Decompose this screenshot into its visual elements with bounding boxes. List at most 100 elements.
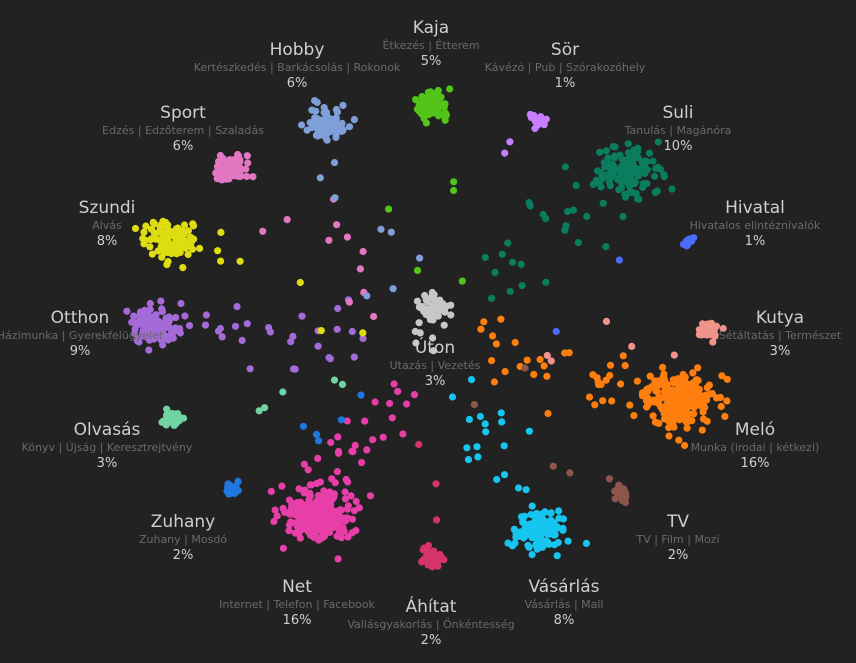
dot-point bbox=[547, 357, 555, 365]
activity-subtitle: Zuhany | Mosdó bbox=[138, 533, 228, 546]
dot-point bbox=[542, 215, 550, 223]
dot-point bbox=[606, 371, 614, 380]
activity-subtitle: Munka (irodai | kétkezi) bbox=[690, 441, 820, 454]
dot-point bbox=[366, 492, 374, 500]
dot-point bbox=[497, 315, 505, 323]
dot-point bbox=[224, 480, 232, 488]
dot-point bbox=[218, 333, 226, 341]
dot-point bbox=[723, 375, 731, 383]
dot-point bbox=[292, 499, 300, 507]
dot-point bbox=[631, 178, 640, 186]
dot-point bbox=[504, 539, 512, 547]
dot-point bbox=[158, 305, 166, 313]
dot-point bbox=[319, 492, 327, 500]
dot-point bbox=[572, 181, 580, 190]
dot-point bbox=[684, 237, 692, 245]
dot-point bbox=[675, 393, 683, 401]
dot-point bbox=[440, 111, 448, 120]
dot-point bbox=[279, 544, 287, 552]
dot-point bbox=[291, 509, 299, 517]
dot-point bbox=[585, 393, 594, 401]
dot-point bbox=[691, 393, 699, 401]
dot-point bbox=[429, 334, 437, 342]
dot-point bbox=[481, 420, 489, 428]
dot-point bbox=[341, 495, 349, 503]
dot-point bbox=[489, 332, 497, 340]
dot-point bbox=[447, 311, 455, 319]
dot-point bbox=[341, 488, 349, 496]
dot-point bbox=[298, 121, 306, 129]
dot-point bbox=[148, 250, 156, 258]
dot-point bbox=[536, 531, 544, 540]
dot-point bbox=[521, 523, 530, 531]
dot-point bbox=[532, 509, 541, 518]
cluster-11 bbox=[158, 376, 347, 429]
dot-point bbox=[422, 119, 430, 127]
cluster-10 bbox=[223, 391, 365, 498]
cluster-15 bbox=[298, 97, 424, 300]
dot-point bbox=[606, 182, 615, 190]
dot-point bbox=[645, 149, 654, 157]
dot-point bbox=[605, 475, 614, 483]
cluster-13 bbox=[131, 217, 367, 337]
activity-name: Kaja bbox=[412, 18, 450, 38]
activity-label-9: Net Internet | Telefon | Facebook 16% bbox=[219, 577, 375, 630]
dot-point bbox=[527, 510, 535, 519]
dot-point bbox=[467, 376, 476, 384]
dot-point bbox=[172, 313, 180, 322]
dot-point bbox=[160, 240, 168, 248]
dot-point bbox=[179, 264, 187, 272]
dot-point bbox=[370, 312, 378, 321]
activity-label-11: Olvasás Könyv | Újság | Keresztrejtvény 3% bbox=[22, 420, 193, 473]
dot-point bbox=[681, 441, 689, 450]
dot-point bbox=[429, 316, 437, 324]
dot-point bbox=[689, 369, 697, 377]
dot-point bbox=[511, 539, 519, 547]
dot-point bbox=[285, 521, 293, 529]
dot-point bbox=[369, 436, 377, 444]
dot-point bbox=[371, 398, 379, 406]
dot-point bbox=[639, 183, 647, 192]
dot-point bbox=[413, 266, 422, 274]
dot-point bbox=[464, 456, 473, 464]
dot-point bbox=[214, 247, 222, 255]
dot-point bbox=[202, 311, 210, 319]
dot-point bbox=[326, 355, 334, 363]
dot-point bbox=[418, 92, 426, 101]
dot-point bbox=[140, 240, 148, 248]
dot-point bbox=[564, 207, 572, 216]
dot-point bbox=[236, 257, 244, 265]
dot-point bbox=[299, 422, 307, 430]
dot-point bbox=[597, 169, 605, 177]
dot-point bbox=[504, 239, 512, 247]
dot-point bbox=[351, 441, 359, 449]
dot-point bbox=[331, 194, 339, 202]
dot-point bbox=[481, 253, 489, 262]
dot-point bbox=[610, 152, 619, 160]
dot-point bbox=[424, 298, 432, 306]
dot-point bbox=[420, 107, 428, 115]
dot-point bbox=[596, 148, 604, 156]
dot-point bbox=[680, 398, 688, 406]
dot-point bbox=[385, 205, 393, 213]
dot-point bbox=[309, 520, 317, 528]
cluster-1 bbox=[501, 110, 550, 157]
dot-point bbox=[389, 285, 397, 293]
dot-point bbox=[413, 297, 422, 305]
dot-point bbox=[177, 299, 185, 308]
dot-point bbox=[470, 401, 478, 409]
dot-point bbox=[602, 317, 611, 325]
dot-point bbox=[327, 520, 336, 529]
dot-point bbox=[660, 410, 668, 418]
dot-point bbox=[321, 499, 329, 507]
dot-point bbox=[350, 353, 358, 361]
dot-point bbox=[173, 250, 181, 258]
dot-point bbox=[602, 163, 610, 171]
dot-point bbox=[606, 361, 615, 369]
dot-point bbox=[386, 399, 394, 408]
dot-point bbox=[684, 381, 692, 389]
cluster-14 bbox=[212, 150, 378, 321]
dot-point bbox=[699, 408, 707, 416]
activity-name: Sör bbox=[550, 40, 580, 60]
dot-point bbox=[311, 114, 319, 122]
